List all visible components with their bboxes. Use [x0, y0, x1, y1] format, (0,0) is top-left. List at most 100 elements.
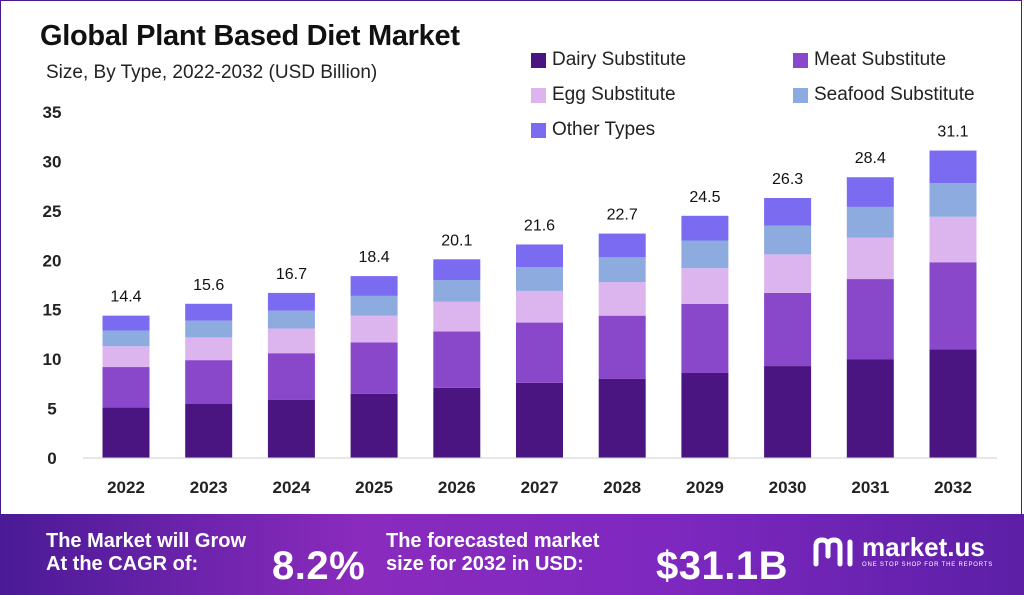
x-tick-label-2027: 2027: [521, 478, 559, 497]
bar-segment-2027-meat-substitute: [516, 322, 563, 383]
bar-segment-2028-seafood-substitute: [598, 257, 646, 283]
cagr-caption-line1: The Market will Grow: [46, 530, 247, 552]
bar-segment-2028-meat-substitute: [598, 315, 646, 379]
bar-segment-2026-other-types: [433, 259, 481, 281]
legend-label-meat: Meat Substitute: [814, 49, 947, 70]
bar-segment-2032-seafood-substitute: [929, 183, 977, 217]
bar-segment-2024-meat-substitute: [267, 353, 315, 400]
x-tick-label-2030: 2030: [769, 478, 807, 497]
bar-segment-2023-egg-substitute: [185, 337, 233, 361]
total-label-2031: 28.4: [855, 150, 886, 167]
bar-segment-2031-other-types: [846, 177, 894, 207]
bar-segment-2028-dairy-substitute: [598, 378, 646, 458]
legend-swatch-meat: [793, 52, 808, 68]
bar-segment-2024-egg-substitute: [267, 328, 315, 354]
bar-segment-2025-seafood-substitute: [350, 295, 398, 316]
bar-segment-2029-other-types: [681, 215, 729, 241]
bar-segment-2031-meat-substitute: [846, 279, 894, 360]
legend-label-seafood: Seafood Substitute: [814, 84, 975, 105]
x-tick-label-2024: 2024: [272, 478, 310, 497]
bar-segment-2026-seafood-substitute: [433, 280, 481, 302]
total-label-2032: 31.1: [937, 124, 968, 141]
bar-segment-2031-seafood-substitute: [846, 206, 894, 238]
bar-segment-2022-meat-substitute: [102, 367, 150, 408]
bar-segment-2029-seafood-substitute: [681, 240, 729, 269]
bar-segment-2029-dairy-substitute: [681, 372, 729, 458]
bar-segment-2023-dairy-substitute: [185, 403, 233, 458]
bar-segment-2022-dairy-substitute: [102, 407, 150, 458]
legend-label-egg: Egg Substitute: [552, 84, 676, 105]
legend-item-meat-substitute: Meat Substitute: [793, 49, 946, 71]
total-label-2028: 22.7: [607, 207, 638, 224]
chart-subtitle: Size, By Type, 2022-2032 (USD Billion): [46, 62, 378, 83]
total-label-2030: 26.3: [772, 171, 803, 188]
cagr-caption-line2: At the CAGR of:: [46, 553, 199, 575]
x-tick-label-2025: 2025: [355, 478, 393, 497]
x-tick-label-2023: 2023: [190, 478, 228, 497]
y-tick-label-35: 35: [43, 103, 62, 122]
stacked-bar-chart: 0510152025303514.4202215.6202316.7202418…: [43, 103, 997, 497]
bar-segment-2032-other-types: [929, 150, 977, 184]
y-tick-label-0: 0: [47, 449, 56, 468]
bar-segment-2025-dairy-substitute: [350, 393, 398, 458]
bar-segment-2025-meat-substitute: [350, 342, 398, 394]
legend-item-seafood-substitute: Seafood Substitute: [793, 84, 975, 106]
forecast-caption-line1: The forecasted market: [386, 530, 600, 552]
bar-segment-2028-other-types: [598, 233, 646, 258]
legend-swatch-seafood: [793, 87, 808, 103]
bar-segment-2027-dairy-substitute: [516, 382, 563, 458]
bar-segment-2026-dairy-substitute: [433, 387, 481, 458]
bar-segment-2024-other-types: [267, 292, 315, 311]
legend-swatch-dairy: [531, 52, 546, 68]
legend-item-egg-substitute: Egg Substitute: [531, 84, 676, 106]
y-tick-label-15: 15: [43, 301, 62, 320]
total-label-2029: 24.5: [689, 189, 720, 206]
bar-segment-2030-dairy-substitute: [764, 366, 812, 458]
logo-tagline: ONE STOP SHOP FOR THE REPORTS: [862, 562, 994, 568]
chart-title: Global Plant Based Diet Market: [40, 20, 460, 52]
y-tick-label-25: 25: [43, 202, 62, 221]
market-us-logo-icon: [813, 537, 853, 567]
summary-banner: The Market will Grow At the CAGR of: 8.2…: [0, 514, 1024, 595]
x-tick-label-2022: 2022: [107, 478, 145, 497]
bar-segment-2032-dairy-substitute: [929, 349, 977, 458]
bar-segment-2024-dairy-substitute: [267, 399, 315, 458]
y-tick-label-20: 20: [43, 251, 62, 270]
forecast-caption: The forecasted market size for 2032 in U…: [386, 530, 599, 576]
total-label-2025: 18.4: [359, 249, 390, 266]
bar-segment-2022-other-types: [102, 315, 150, 331]
legend-item-other-types: Other Types: [531, 119, 655, 141]
total-label-2026: 20.1: [441, 232, 472, 249]
total-label-2022: 14.4: [110, 289, 141, 306]
legend-swatch-other: [531, 122, 546, 138]
market-us-logo-text: market.us ONE STOP SHOP FOR THE REPORTS: [862, 534, 993, 568]
y-tick-label-30: 30: [43, 152, 62, 171]
legend-label-dairy: Dairy Substitute: [552, 49, 687, 70]
x-tick-label-2029: 2029: [686, 478, 724, 497]
bar-segment-2022-seafood-substitute: [102, 330, 150, 347]
bar-segment-2030-seafood-substitute: [764, 225, 812, 255]
bar-segment-2030-meat-substitute: [764, 292, 812, 367]
y-tick-label-10: 10: [43, 350, 62, 369]
cagr-value: 8.2%: [272, 544, 366, 588]
bar-segment-2026-meat-substitute: [433, 331, 481, 388]
total-label-2023: 15.6: [193, 277, 224, 294]
bar-segment-2026-egg-substitute: [433, 301, 481, 332]
bar-segment-2023-other-types: [185, 303, 233, 321]
bar-segment-2030-egg-substitute: [764, 254, 812, 293]
bar-segment-2032-meat-substitute: [929, 262, 977, 350]
bar-segment-2030-other-types: [764, 198, 812, 226]
bar-segment-2023-seafood-substitute: [185, 320, 233, 338]
bar-segment-2027-egg-substitute: [516, 290, 563, 323]
bar-segment-2027-seafood-substitute: [516, 267, 563, 291]
bar-segment-2027-other-types: [516, 244, 563, 268]
bar-segment-2025-other-types: [350, 276, 398, 296]
forecast-caption-line2: size for 2032 in USD:: [386, 553, 584, 575]
forecast-value: $31.1B: [656, 544, 788, 588]
bar-segment-2029-meat-substitute: [681, 303, 729, 373]
bar-segment-2024-seafood-substitute: [267, 310, 315, 329]
bar-segment-2028-egg-substitute: [598, 282, 646, 316]
x-tick-label-2026: 2026: [438, 478, 476, 497]
legend-swatch-egg: [531, 87, 546, 103]
x-tick-label-2031: 2031: [851, 478, 889, 497]
